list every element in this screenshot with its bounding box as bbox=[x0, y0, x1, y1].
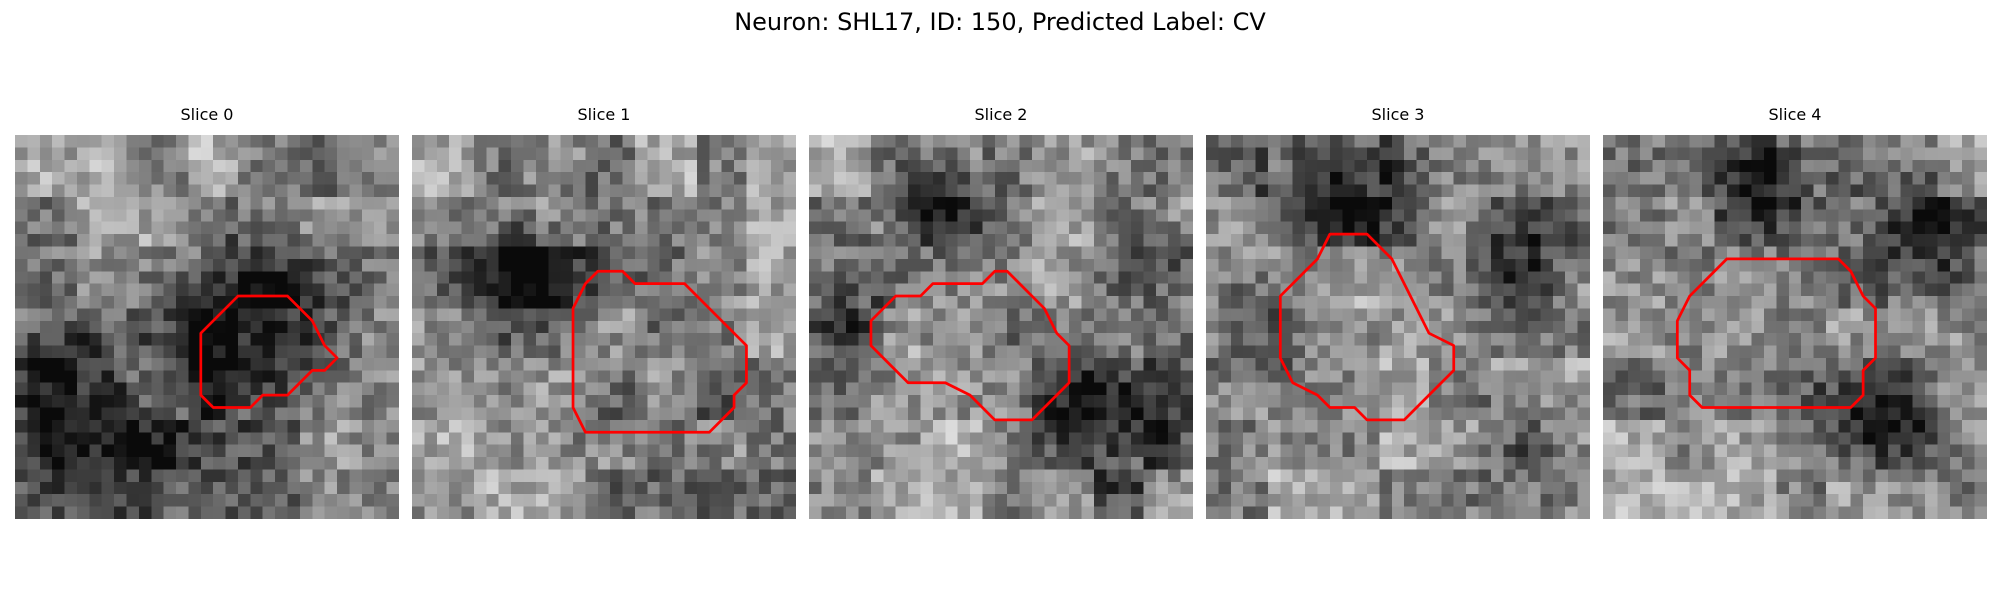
panel-title: Slice 0 bbox=[180, 105, 234, 124]
cell-contour bbox=[571, 269, 748, 434]
panel-slice-1: Slice 1 bbox=[412, 105, 796, 527]
slice-image bbox=[1206, 135, 1590, 519]
cell-contour bbox=[1675, 257, 1877, 409]
slice-image bbox=[1603, 135, 1987, 519]
cell-contour bbox=[199, 294, 339, 409]
panel-slice-2: Slice 2 bbox=[809, 105, 1193, 527]
cell-contour bbox=[1278, 232, 1456, 422]
panel-title: Slice 4 bbox=[1768, 105, 1822, 124]
slice-image bbox=[809, 135, 1193, 519]
panel-title: Slice 1 bbox=[577, 105, 631, 124]
panel-slice-4: Slice 4 bbox=[1603, 105, 1987, 527]
cell-contour bbox=[869, 269, 1071, 422]
slice-image bbox=[15, 135, 399, 519]
panel-slice-3: Slice 3 bbox=[1206, 105, 1590, 527]
figure-title: Neuron: SHL17, ID: 150, Predicted Label:… bbox=[734, 8, 1266, 36]
slice-image bbox=[412, 135, 796, 519]
panel-title: Slice 3 bbox=[1371, 105, 1425, 124]
panel-slice-0: Slice 0 bbox=[15, 105, 399, 527]
panel-title: Slice 2 bbox=[974, 105, 1028, 124]
